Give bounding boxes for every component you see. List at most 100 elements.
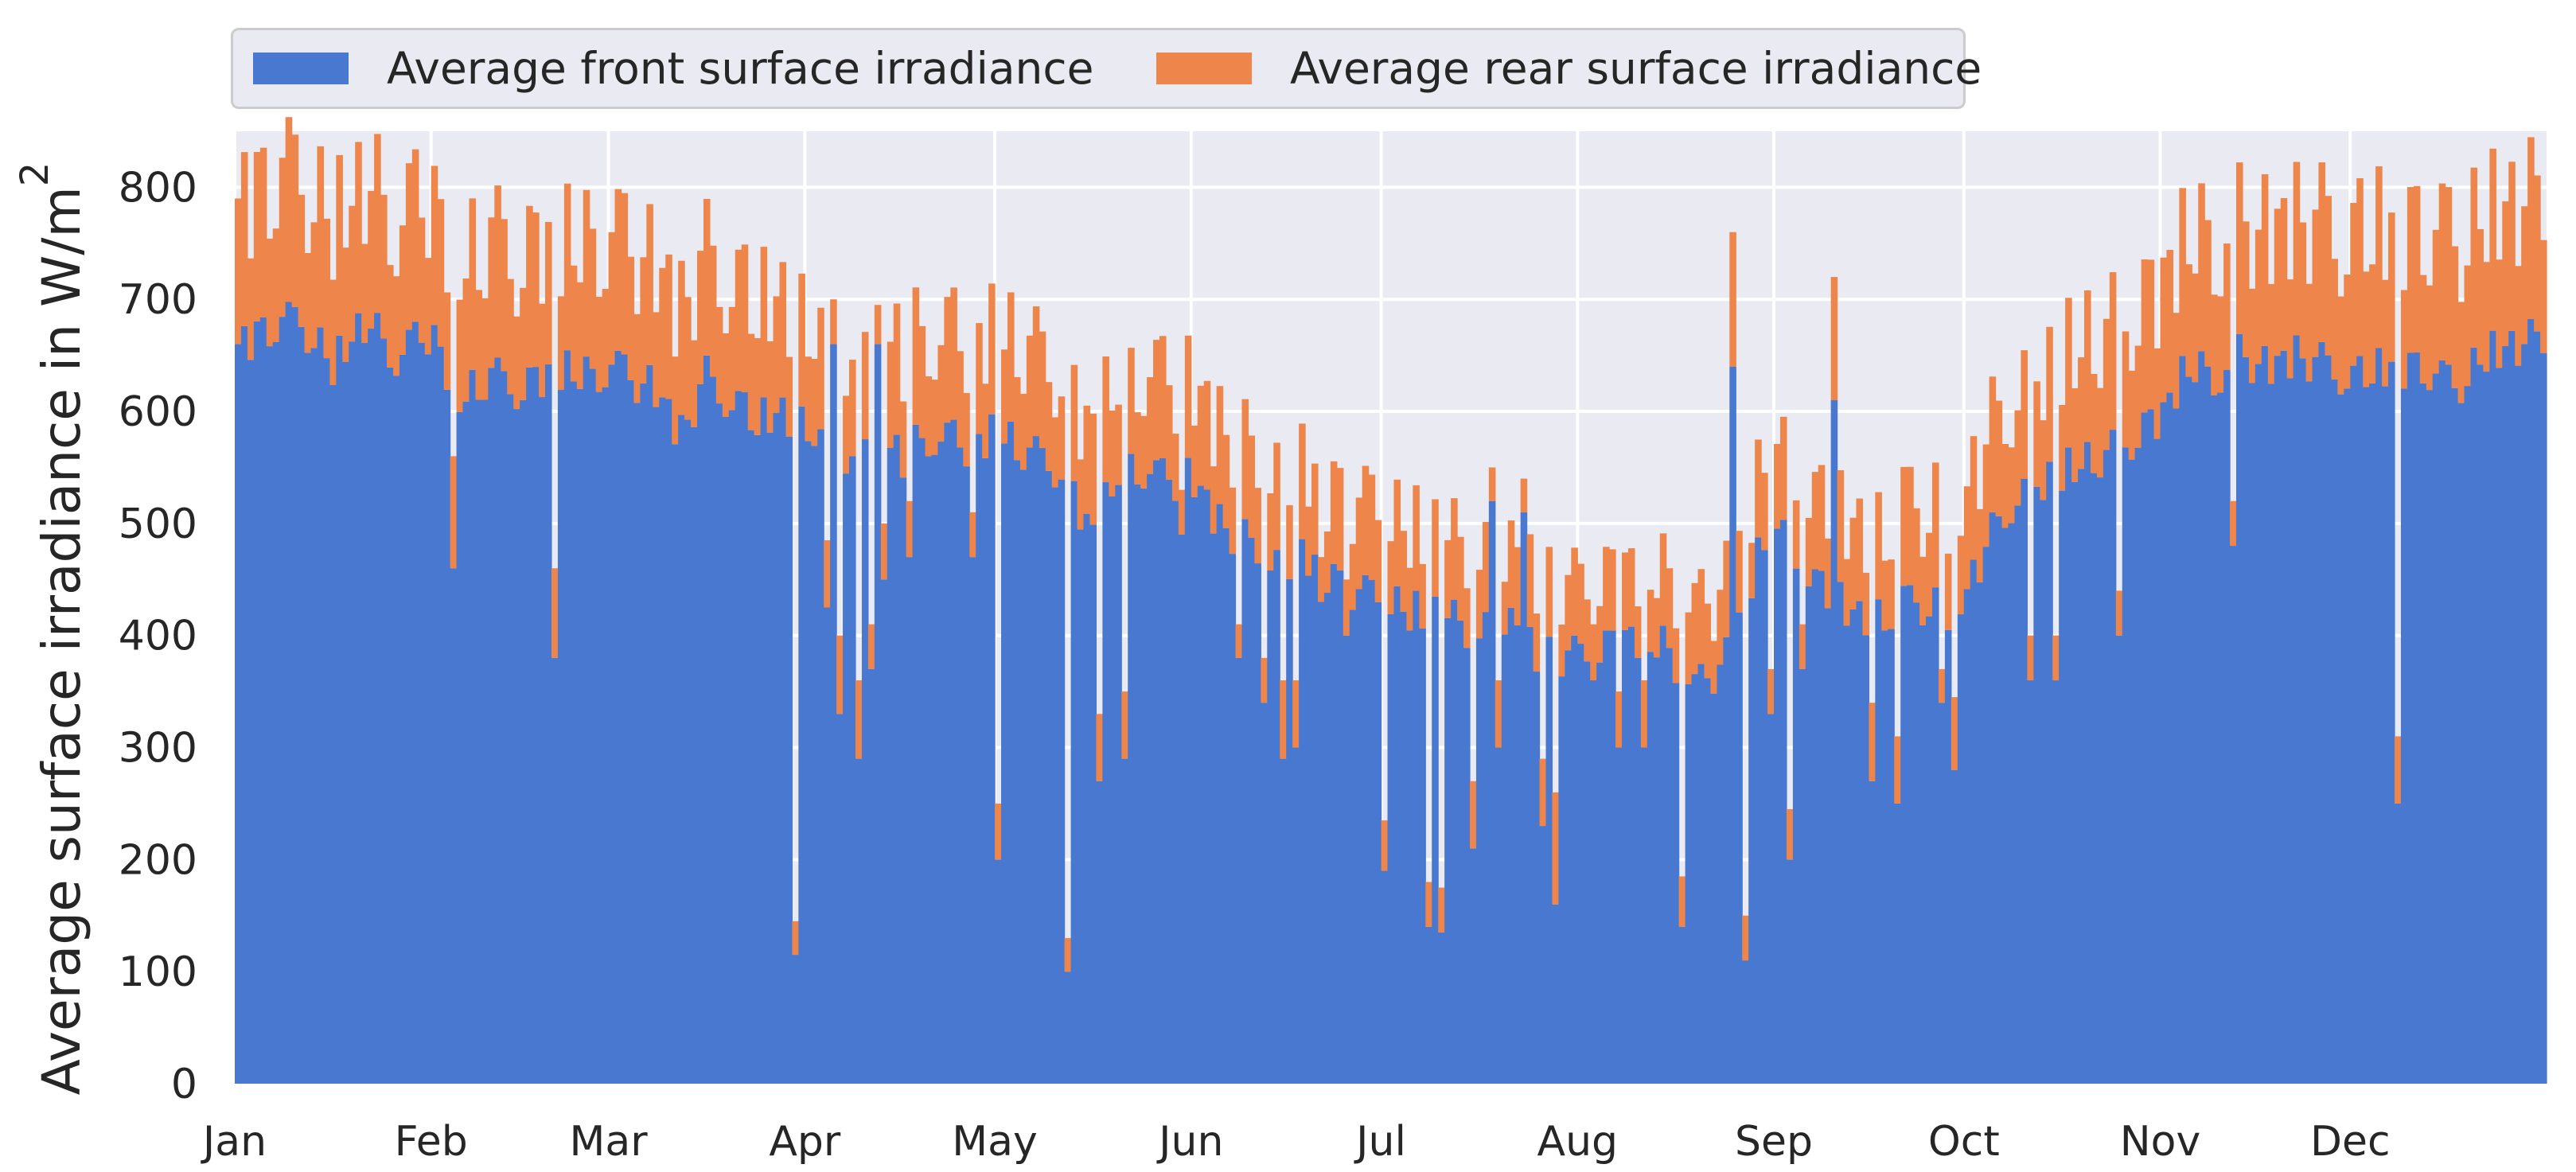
bar-front: [836, 714, 844, 1084]
bar-rear: [1843, 559, 1851, 626]
bar-front: [2033, 486, 2040, 1084]
bar-rear: [2084, 290, 2091, 442]
bar-front: [1811, 569, 1819, 1084]
bar-rear: [1368, 474, 1376, 580]
bar-front: [1830, 399, 1838, 1084]
bar-front: [2363, 387, 2370, 1084]
bar-front: [1355, 589, 1363, 1084]
y-tick-label: 0: [171, 1061, 197, 1108]
y-tick-label: 100: [119, 948, 197, 996]
bar-front: [1577, 644, 1584, 1084]
bar-rear: [1096, 714, 1103, 781]
bar-front: [1615, 747, 1623, 1084]
bar-front: [1343, 635, 1350, 1084]
bar-front: [1241, 519, 1249, 1084]
bar-rear: [2198, 183, 2205, 352]
bar-front: [1317, 602, 1325, 1084]
bar-rear: [1013, 376, 1021, 461]
bar-front: [2356, 356, 2364, 1084]
bar-front: [532, 367, 540, 1084]
bar-front: [1349, 609, 1357, 1084]
bar-rear: [2394, 736, 2402, 804]
bar-front: [2211, 395, 2218, 1084]
bar-rear: [1830, 277, 1838, 400]
bar-rear: [614, 189, 622, 351]
bar-rear: [2059, 404, 2066, 491]
bar-front: [259, 317, 267, 1084]
bar-front: [2382, 386, 2389, 1084]
bar-front: [1184, 458, 1192, 1084]
bar-front: [298, 326, 306, 1084]
bar-rear: [361, 243, 368, 344]
bar-rear: [1286, 504, 1293, 579]
bar-front: [544, 364, 552, 1084]
bar-rear: [291, 134, 299, 307]
bar-front: [2388, 361, 2395, 1084]
bar-rear: [1393, 479, 1401, 586]
bar-rear: [1710, 641, 1717, 694]
bar-rear: [1894, 736, 1901, 804]
bar-rear: [1805, 517, 1813, 586]
bar-front: [1640, 747, 1648, 1084]
bar-rear: [2344, 275, 2351, 389]
bar-rear: [1875, 492, 1882, 600]
bar-front: [520, 399, 527, 1084]
bar-rear: [678, 260, 685, 415]
bar-rear: [1938, 668, 1946, 703]
bar-rear: [773, 296, 781, 414]
x-axis-ticks: Jan Feb Mar Apr May Jun Jul Aug Sep Oct Nov Dec: [201, 1118, 2391, 1166]
bar-rear: [1482, 521, 1490, 613]
bar-rear: [735, 249, 742, 391]
bar-rear: [1792, 500, 1800, 569]
bar-front: [431, 325, 438, 1084]
bar-rear: [2350, 203, 2357, 366]
bar-rear: [1501, 582, 1509, 635]
bar-front: [2331, 379, 2338, 1084]
bar-rear: [1241, 399, 1249, 520]
bar-rear: [937, 345, 945, 442]
bar-front: [1299, 539, 1306, 1084]
bar-rear: [811, 359, 818, 446]
y-axis-title: Average surface irradiance in W/m2: [13, 162, 92, 1096]
bar-front: [1957, 614, 1965, 1084]
bar-rear: [1799, 624, 1806, 669]
bar-front: [235, 344, 242, 1084]
bar-front: [1881, 630, 1888, 1084]
bar-front: [1533, 672, 1541, 1084]
bar-front: [1191, 496, 1198, 1084]
bar-rear: [1019, 393, 1027, 470]
bar-front: [1748, 598, 1756, 1084]
bar-front: [1552, 904, 1560, 1084]
bar-front: [798, 406, 805, 1084]
bar-front: [2153, 438, 2161, 1084]
bar-rear: [1520, 478, 1528, 512]
bar-front: [703, 355, 711, 1084]
bar-rear: [2438, 183, 2446, 360]
bar-front: [399, 354, 407, 1084]
bar-rear: [259, 147, 267, 318]
bar-rear: [392, 276, 400, 376]
bar-rear: [1292, 680, 1300, 748]
bar-rear: [684, 297, 692, 420]
bar-rear: [1026, 335, 1034, 448]
bar-front: [2477, 364, 2484, 1084]
bar-rear: [728, 306, 736, 411]
bar-rear: [918, 325, 926, 438]
bar-front: [1869, 781, 1876, 1084]
bar-front: [2173, 408, 2180, 1084]
bar-rear: [602, 289, 610, 387]
bar-rear: [329, 279, 337, 385]
bar-rear: [266, 238, 274, 347]
bar-rear: [1627, 548, 1635, 627]
bar-front: [1089, 524, 1097, 1084]
bar-rear: [1931, 462, 1939, 588]
bar-front: [614, 350, 622, 1084]
bar-front: [2001, 528, 2009, 1084]
bar-rear: [1134, 412, 1141, 485]
bar-rear: [1336, 468, 1344, 570]
bar-rear: [532, 212, 540, 368]
bar-front: [1951, 769, 1958, 1084]
y-tick-label: 400: [119, 613, 197, 660]
bar-rear: [1343, 579, 1350, 636]
bar-front: [2021, 478, 2028, 1084]
